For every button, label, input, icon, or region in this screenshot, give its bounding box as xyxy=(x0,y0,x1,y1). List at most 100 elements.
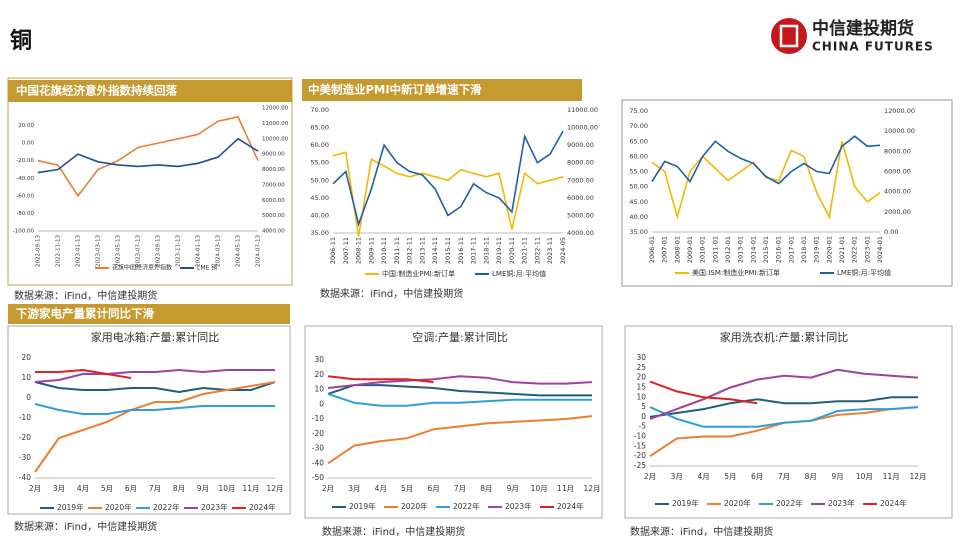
x-tick-label: 2016-11 xyxy=(457,237,465,264)
legend-label: 2022年 xyxy=(153,502,180,512)
logo-cn: 中信建投期货 xyxy=(812,18,914,39)
tick-label: 8000.00 xyxy=(567,159,594,167)
section-bar xyxy=(8,80,292,102)
x-tick-label: 9月 xyxy=(831,472,843,481)
x-tick-label: 2021-01 xyxy=(838,236,846,263)
legend-label: 2023年 xyxy=(201,502,228,512)
tick-label: 8000.00 xyxy=(884,147,911,155)
legend-label: 2024年 xyxy=(249,502,276,512)
x-tick-label: 5月 xyxy=(724,472,736,481)
tick-label: 4000.00 xyxy=(262,229,285,235)
chart-title: 家用洗衣机:产量:累计同比 xyxy=(720,330,848,344)
page-title: 铜 xyxy=(10,28,32,54)
series-line xyxy=(327,415,593,465)
x-tick-label: 2022-11 xyxy=(533,237,541,264)
x-tick-label: 2023-01-13 xyxy=(76,235,82,267)
tick-label: -40 xyxy=(312,458,324,467)
tick-label: 10 xyxy=(636,392,646,401)
series-line xyxy=(34,403,275,415)
source: 数据来源：iFind，中信建投期货 xyxy=(320,287,463,300)
x-tick-label: 7月 xyxy=(149,484,161,493)
x-tick-label: 8月 xyxy=(805,472,817,481)
panel-border xyxy=(304,325,603,519)
series-line xyxy=(649,368,919,420)
x-tick-label: 12月 xyxy=(266,484,283,493)
source: 数据来源：iFind，中信建投期货 xyxy=(14,520,157,533)
tick-label: 30 xyxy=(636,353,646,362)
tick-label: 55.00 xyxy=(629,168,648,176)
tick-label: 45.00 xyxy=(310,194,329,202)
legend-label: 2022年 xyxy=(453,501,480,511)
x-tick-label: 2020-11 xyxy=(508,237,516,264)
x-tick-label: 2月 xyxy=(322,484,334,493)
tick-label: 10 xyxy=(21,373,31,382)
x-tick-label: 2012-01 xyxy=(724,236,732,263)
panel-border xyxy=(7,77,293,286)
tick-label: 20 xyxy=(314,370,324,379)
series-line xyxy=(649,380,758,405)
series-line xyxy=(649,396,918,418)
legend-label: 2024年 xyxy=(557,501,584,511)
tick-label: -20 xyxy=(312,429,324,438)
x-tick-label: 8月 xyxy=(173,484,185,493)
x-tick-label: 2023-05-13 xyxy=(116,235,122,267)
x-tick-label: 2006-01 xyxy=(648,236,656,263)
x-tick-label: 2013-01 xyxy=(737,236,745,263)
tick-label: 2000.00 xyxy=(884,208,911,216)
tick-label: -20 xyxy=(19,433,31,442)
x-tick-label: 12月 xyxy=(583,484,600,493)
x-tick-label: 2022-01 xyxy=(851,236,859,263)
tick-label: 5 xyxy=(641,402,646,411)
x-tick-label: 2010-11 xyxy=(380,237,388,264)
legend-label: 2019年 xyxy=(57,502,84,512)
tick-label: 70.00 xyxy=(629,122,648,130)
section-bar xyxy=(8,304,290,324)
x-tick-label: 2022-09-13 xyxy=(36,235,42,267)
tick-label: 12000.00 xyxy=(884,107,915,115)
x-tick-label: 2017-11 xyxy=(470,237,478,264)
x-tick-label: 7月 xyxy=(778,472,790,481)
x-tick-label: 11月 xyxy=(883,472,900,481)
x-tick-label: 2016-01 xyxy=(775,236,783,263)
x-tick-label: 2023-01 xyxy=(863,236,871,263)
legend-label: 2023年 xyxy=(828,498,855,508)
series-line xyxy=(651,141,881,220)
x-tick-label: 3月 xyxy=(53,484,65,493)
tick-label: 40.00 xyxy=(310,211,329,219)
tick-label: 30 xyxy=(314,355,324,364)
legend-label: LME铜:月:平均值 xyxy=(492,269,546,278)
tick-label: 0 xyxy=(26,393,31,402)
tick-label: 6000.00 xyxy=(884,168,911,176)
legend-label: 2020年 xyxy=(724,498,751,508)
legend-label: 2020年 xyxy=(105,502,132,512)
panel-border xyxy=(624,325,953,519)
x-tick-label: 2024-01 xyxy=(876,236,884,263)
x-tick-label: 2013-11 xyxy=(418,237,426,264)
x-tick-label: 2014-01 xyxy=(749,236,757,263)
x-tick-label: 2月 xyxy=(644,472,656,481)
tick-label: -10 xyxy=(312,414,324,423)
tick-label: 20 xyxy=(21,353,31,362)
tick-label: 75.00 xyxy=(629,107,648,115)
tick-label: -20.00 xyxy=(16,158,34,164)
tick-label: 9000.00 xyxy=(567,141,594,149)
x-tick-label: 2023-07-13 xyxy=(136,235,142,267)
x-tick-label: 2009-11 xyxy=(367,237,375,264)
source: 数据来源：iFind，中信建投期货 xyxy=(14,289,157,302)
x-tick-label: 2月 xyxy=(29,484,41,493)
tick-label: 40.00 xyxy=(629,213,648,221)
chart-title: 家用电冰箱:产量:累计同比 xyxy=(91,330,219,344)
legend-label: 2019年 xyxy=(672,498,699,508)
x-tick-label: 2024-07-13 xyxy=(256,235,262,267)
x-tick-label: 11月 xyxy=(242,484,259,493)
tick-label: 55.00 xyxy=(310,159,329,167)
tick-label: 45.00 xyxy=(629,198,648,206)
series-line xyxy=(649,406,919,428)
x-tick-label: 2023-11 xyxy=(546,237,554,264)
series-line xyxy=(327,375,593,389)
x-tick-label: 2019-01 xyxy=(813,236,821,263)
tick-label: 0.00 xyxy=(22,141,35,147)
tick-label: 35.00 xyxy=(310,229,329,237)
panel-border xyxy=(621,99,953,287)
tick-label: 10000.00 xyxy=(884,127,915,135)
